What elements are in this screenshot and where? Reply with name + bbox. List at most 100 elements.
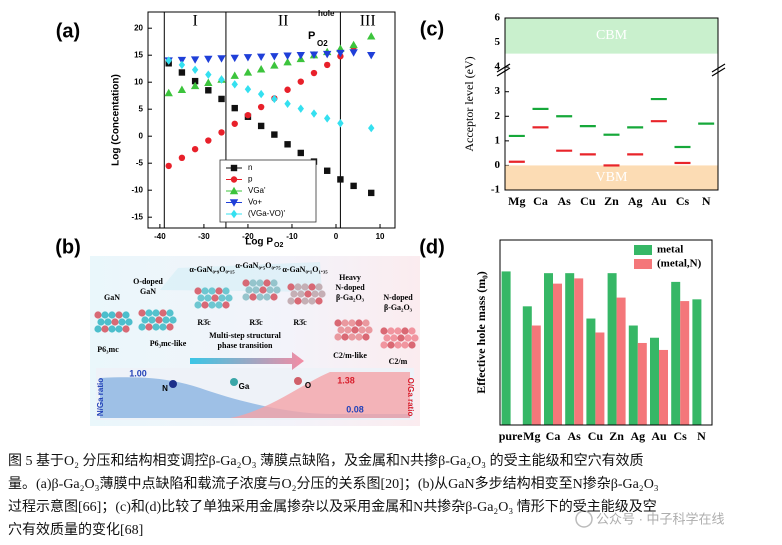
atom [348,333,356,341]
data-point [218,75,225,84]
bar [586,318,596,425]
atom [383,334,391,342]
atom [94,311,102,319]
y-tick-label: 6 [495,12,501,24]
atom [355,319,363,327]
y-tick-label: 2 [495,110,501,122]
atom [387,341,395,349]
legend-label: metal [657,244,683,256]
annotation: P [308,30,315,42]
panel-label: (b) [55,236,81,258]
y-axis-title: Log (Concentation) [111,74,122,166]
data-point [271,131,278,138]
plot-frame [504,17,719,191]
y-tick-label: 3 [495,85,501,97]
data-point [205,87,212,94]
atom [166,309,174,317]
x-tick-label: Zn [604,194,619,208]
space-group: C2/m-like [333,351,367,360]
data-point [336,49,345,58]
data-point [284,86,291,93]
atom [334,333,342,341]
data-point [297,104,304,113]
data-point [257,103,265,111]
data-point [231,120,238,127]
structure-name: β-Ga₂O₃ [384,303,413,312]
atom-label: N [162,384,168,393]
transition-arrow [190,352,304,370]
legend-label: Vo+ [248,198,262,207]
data-point [191,77,199,85]
ratio-value: 1.00 [129,368,147,378]
atom [225,294,233,302]
atom [287,297,295,305]
y-tick-label: -10 [131,185,143,194]
panel-label: (a) [56,20,80,42]
x-tick-label: Cu [580,194,596,208]
structure-name: GaN [104,293,120,302]
y-tick-label: 0 [139,131,144,140]
band [505,165,718,190]
structure-name: α-GaN₀.₉O₀.₁₅ [189,265,235,274]
data-point [191,65,199,74]
atom [315,297,323,305]
x-tick-label: N [697,429,706,443]
band-label: CBM [596,28,628,43]
atom [401,327,409,335]
atom [318,290,326,298]
space-group: R3̄c [197,318,211,327]
data-point [244,111,252,119]
atom [141,316,149,324]
data-point [190,81,200,90]
bar [595,332,605,425]
data-point [165,56,172,65]
panel-label: (d) [419,236,445,258]
atom [115,311,123,319]
structure-name: N-doped [335,283,365,292]
x-tick-label: Cs [676,194,690,208]
bar [553,283,562,425]
atom [249,293,257,301]
space-group: R3̄c [293,318,307,327]
atom [145,323,153,331]
data-point [217,55,226,63]
bar [531,325,541,425]
atom [94,325,102,333]
data-point [191,145,199,153]
atom [301,297,309,305]
region-label: III [360,13,376,30]
legend-label: VGa' [248,186,266,195]
x-tick-label: 0 [334,232,339,241]
atom [404,334,412,342]
data-point [270,53,279,61]
data-point [178,69,186,76]
caption-line: 穴有效质量的变化[68] [8,522,143,538]
x-tick-label: Ag [628,194,643,208]
bar [501,271,511,425]
atom [222,287,230,295]
bar [650,337,659,425]
data-point [271,94,278,104]
data-point [349,40,358,49]
region-label: II [278,13,289,30]
panel-label: (c) [420,18,444,40]
region-label: I [192,13,197,30]
x-tick-label: Au [651,194,667,208]
atom [138,309,146,317]
atom [108,325,116,333]
y-tick-label: -15 [131,212,143,221]
atom [169,316,177,324]
atom [315,283,323,291]
atom [411,334,419,342]
y-tick-label: 20 [134,23,143,32]
atom [208,287,216,295]
transition-fan [160,262,322,292]
band-label: VBM [596,170,628,185]
atom [115,325,123,333]
atom [365,326,373,334]
bar [692,299,702,425]
data-point [310,69,318,77]
atom [159,309,167,317]
atom [104,318,112,326]
y-tick-label: 1 [495,134,501,146]
